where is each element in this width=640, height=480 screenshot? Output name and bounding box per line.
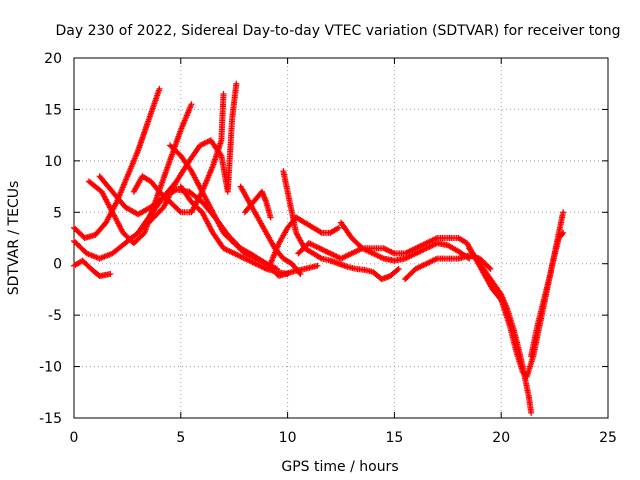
data-point-marker xyxy=(314,262,321,269)
series-sat-15 xyxy=(338,219,473,264)
y-axis-label: SDTVAR / TECUs xyxy=(6,181,22,296)
series-sat-2 xyxy=(71,257,114,280)
data-point-marker xyxy=(176,208,183,215)
y-tick-labels: -15 -10 -5 0 5 10 15 20 xyxy=(39,51,62,427)
x-tick-label: 5 xyxy=(176,430,185,446)
series-sat-19 xyxy=(528,209,567,360)
data-point-marker xyxy=(267,214,274,221)
y-tick-label: 20 xyxy=(44,51,62,67)
x-axis-label: GPS time / hours xyxy=(281,459,398,475)
y-tick-label: 10 xyxy=(44,154,62,170)
y-tick-label: 0 xyxy=(53,257,62,273)
data-point-marker xyxy=(335,224,342,231)
series-sat-13 xyxy=(280,168,402,283)
x-tick-label: 20 xyxy=(492,430,510,446)
plot-frame xyxy=(73,57,609,419)
data-point-marker xyxy=(528,409,535,416)
y-tick-label: -5 xyxy=(48,308,62,324)
data-points-layer xyxy=(71,80,567,416)
data-point-marker xyxy=(233,80,240,87)
data-point-marker xyxy=(297,271,304,277)
data-point-marker xyxy=(156,85,163,92)
y-tick-label: -10 xyxy=(39,360,62,376)
series-sat-11 xyxy=(241,188,274,221)
y-tick-label: -15 xyxy=(39,411,62,427)
y-tick-label: 15 xyxy=(44,102,62,118)
series-sat-4 xyxy=(85,101,195,247)
series-sat-7 xyxy=(145,80,240,226)
series-sat-3 xyxy=(71,178,180,262)
series-sat-17 xyxy=(466,245,535,416)
data-point-marker xyxy=(220,91,227,97)
data-point-marker xyxy=(107,271,114,277)
data-point-marker xyxy=(394,266,401,273)
tick-marks xyxy=(73,57,609,419)
data-point-marker xyxy=(560,209,567,216)
data-point-marker xyxy=(296,269,303,276)
x-tick-labels: 0 5 10 15 20 25 xyxy=(70,430,617,446)
data-point-marker xyxy=(487,265,494,272)
x-tick-label: 15 xyxy=(385,430,403,446)
data-point-marker xyxy=(395,265,402,272)
x-tick-label: 25 xyxy=(599,430,617,446)
x-tick-label: 10 xyxy=(279,430,297,446)
x-tick-label: 0 xyxy=(70,430,79,446)
y-tick-label: 5 xyxy=(53,205,62,221)
data-point-marker xyxy=(284,271,291,277)
chart-title: Day 230 of 2022, Sidereal Day-to-day VTE… xyxy=(55,23,620,39)
data-point-marker xyxy=(188,101,195,108)
series-sat-9 xyxy=(177,183,291,277)
data-point-marker xyxy=(486,264,493,271)
